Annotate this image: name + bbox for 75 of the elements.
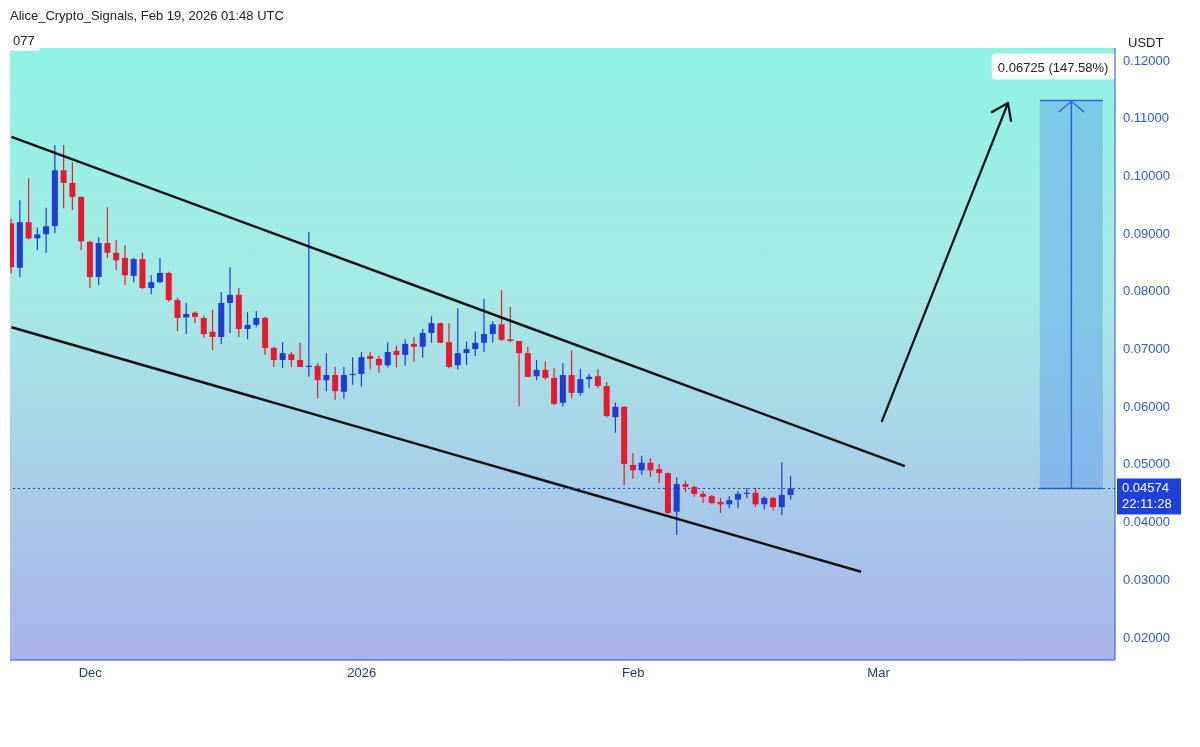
candlestick: [419, 328, 426, 359]
y-tick-label: 0.11000: [1123, 110, 1170, 126]
y-tick-label: 0.12000: [1123, 52, 1170, 68]
y-tick-label: 0.06000: [1123, 398, 1170, 414]
candlestick: [148, 274, 155, 295]
candlestick: [314, 362, 321, 399]
candlestick: [60, 144, 67, 209]
candlestick: [524, 346, 531, 378]
candlestick: [656, 463, 663, 484]
candlestick: [323, 352, 330, 392]
candlestick: [647, 457, 654, 478]
candlestick: [638, 455, 645, 476]
candlestick: [25, 177, 32, 241]
y-tick-label: 0.10000: [1123, 168, 1170, 184]
candlestick: [358, 351, 365, 388]
candlestick: [34, 226, 41, 251]
y-tick-label: 0.04000: [1123, 514, 1170, 530]
candlestick: [69, 161, 76, 211]
candlestick: [577, 368, 584, 397]
candlestick: [279, 341, 286, 369]
candlestick: [594, 368, 601, 389]
candlestick: [113, 239, 120, 271]
candlestick: [752, 487, 759, 508]
candlestick: [375, 355, 382, 374]
candlestick: [699, 490, 706, 504]
candlestick: [428, 315, 435, 344]
candlestick: [454, 307, 461, 371]
y-tick-label: 0.08000: [1123, 283, 1170, 299]
candlestick: [568, 349, 575, 399]
candlestick: [516, 340, 523, 407]
y-tick-label: 0.03000: [1123, 571, 1170, 587]
candlestick: [393, 345, 400, 369]
candlestick: [192, 311, 198, 324]
candlestick: [472, 331, 479, 357]
y-axis-title: USDT: [1120, 32, 1172, 53]
candlestick: [297, 342, 304, 368]
candlestick: [130, 257, 137, 283]
candlestick: [629, 452, 636, 480]
candlestick: [507, 306, 514, 343]
candlestick: [340, 366, 347, 400]
candlestick: [156, 257, 163, 284]
x-tick-label: Dec: [78, 665, 103, 681]
annotation: 077: [8, 30, 40, 51]
candlestick: [384, 341, 391, 369]
text: 22:11:28: [1122, 496, 1172, 512]
candlestick: [227, 266, 234, 334]
candlestick: [463, 341, 470, 366]
candlestick: [332, 366, 339, 401]
x-tick-label: Feb: [622, 665, 645, 681]
candlestick: [402, 338, 409, 367]
candlestick: [174, 297, 181, 332]
candlestick: [612, 402, 619, 434]
candlestick: [43, 207, 50, 254]
x-tick-label: 2026: [347, 665, 377, 681]
candlestick: [200, 315, 207, 339]
candlestick: [533, 359, 540, 381]
chart-title: Alice_Crypto_Signals, Feb 19, 2026 01:48 UTC: [10, 8, 284, 23]
y-tick-label: 0.02000: [1123, 629, 1170, 645]
y-tick-label: 0.09000: [1123, 225, 1170, 241]
candlestick: [104, 206, 111, 259]
candlestick: [489, 320, 496, 344]
candlestick: [498, 289, 505, 342]
candlestick: [481, 298, 488, 353]
y-tick-label: 0.05000: [1123, 456, 1170, 472]
candlestick: [542, 360, 549, 381]
candlestick: [270, 346, 277, 368]
candlestick: [244, 311, 251, 340]
band-label: 0.06725 (147.58%): [997, 59, 1109, 75]
candlestick: [209, 309, 216, 351]
x-tick-label: Mar: [867, 665, 891, 681]
candlestick: [735, 490, 742, 509]
candlestick: [121, 244, 128, 286]
ref-line-label: 0.04574: [1122, 480, 1169, 496]
candlestick: [410, 336, 417, 363]
y-tick-label: 0.07000: [1123, 341, 1170, 357]
